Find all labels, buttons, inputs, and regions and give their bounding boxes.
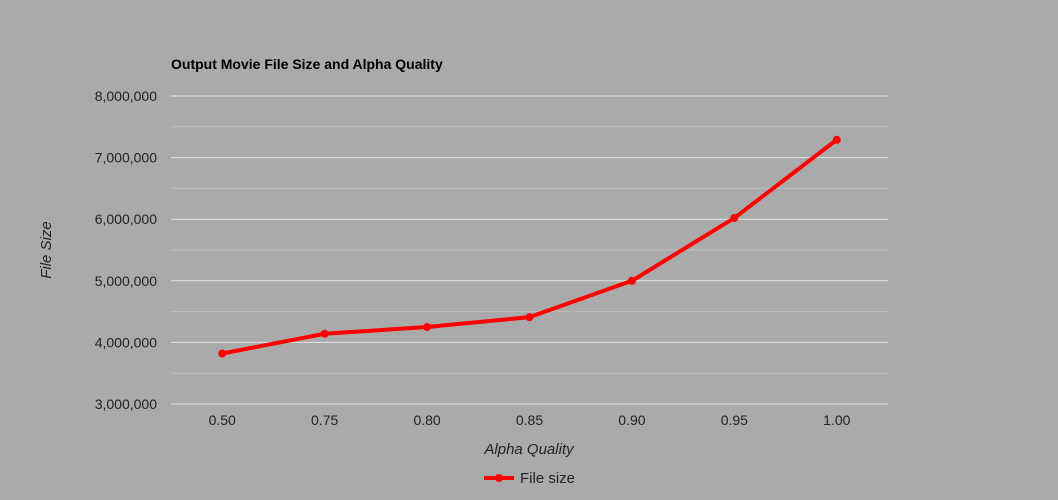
data-point[interactable]: [320, 329, 329, 338]
y-tick-label: 6,000,000: [95, 211, 157, 227]
y-axis-title: File Size: [38, 221, 55, 279]
y-tick-label: 4,000,000: [95, 334, 157, 350]
data-point[interactable]: [218, 349, 227, 358]
x-axis-ticks: 0.50 0.75 0.80 0.85 0.90 0.95 1.00: [209, 412, 851, 428]
y-tick-label: 3,000,000: [95, 396, 157, 412]
x-tick-label: 0.85: [516, 412, 543, 428]
x-tick-label: 0.90: [618, 412, 645, 428]
x-tick-label: 0.95: [721, 412, 748, 428]
y-tick-label: 5,000,000: [95, 273, 157, 289]
y-tick-label: 7,000,000: [95, 150, 157, 166]
series-layer: [218, 135, 841, 358]
x-tick-label: 0.80: [413, 412, 440, 428]
data-point[interactable]: [525, 313, 534, 322]
series-line[interactable]: [221, 138, 838, 356]
chart-title: Output Movie File Size and Alpha Quality: [171, 56, 443, 72]
y-tick-label: 8,000,000: [95, 88, 157, 104]
x-axis-title: Alpha Quality: [483, 441, 575, 458]
data-point[interactable]: [730, 213, 739, 222]
x-tick-label: 0.75: [311, 412, 338, 428]
x-tick-label: 0.50: [209, 412, 236, 428]
data-point[interactable]: [423, 323, 432, 331]
data-point[interactable]: [832, 135, 841, 144]
legend-label: File size: [520, 470, 575, 487]
x-tick-label: 1.00: [823, 412, 850, 428]
data-point[interactable]: [627, 276, 636, 285]
legend-dot-marker: [495, 474, 503, 482]
grid: [171, 95, 888, 405]
legend[interactable]: File size: [484, 470, 575, 487]
y-axis-ticks: 3,000,000 4,000,000 5,000,000 6,000,000 7,00…: [95, 88, 157, 412]
